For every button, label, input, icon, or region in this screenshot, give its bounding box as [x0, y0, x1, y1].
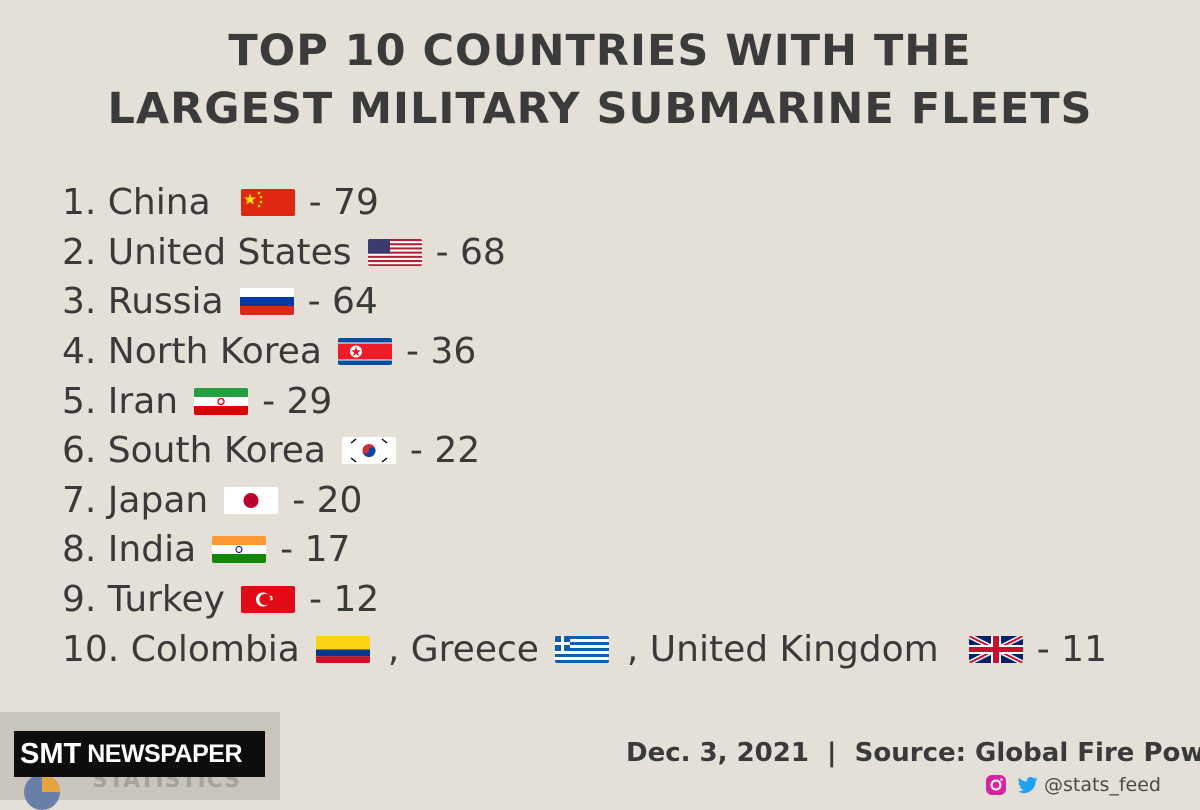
fleet-count: - 79: [308, 182, 379, 224]
turkey-flag-icon: [240, 586, 295, 614]
page-title: TOP 10 COUNTRIES WITH THE LARGEST MILITA…: [0, 22, 1200, 138]
country-label: 10. Colombia: [62, 628, 300, 670]
uk-flag-icon: [968, 635, 1023, 663]
country-label: 1. China: [62, 182, 211, 224]
iran-flag-icon: [194, 387, 249, 415]
country-label: 2. United States: [62, 231, 352, 273]
smt-newspaper-logo: SMT NEWSPAPER: [14, 731, 265, 777]
ranking-list: 1. China - 79 2. United States - 68 3. R…: [62, 178, 1107, 674]
country-label: 4. North Korea: [62, 331, 322, 373]
fleet-count: - 64: [307, 281, 378, 323]
brand-smt: SMT: [20, 737, 82, 770]
north-korea-flag-icon: [337, 338, 392, 366]
fleet-count: - 68: [435, 231, 506, 273]
instagram-icon: [986, 775, 1006, 795]
japan-flag-icon: [224, 486, 279, 514]
ranking-row: 2. United States - 68: [62, 228, 1107, 278]
ranking-row: 5. Iran - 29: [62, 376, 1107, 426]
fleet-count: - 22: [409, 430, 481, 472]
fleet-count: - 11: [1036, 628, 1107, 670]
ranking-row-tenth: 10. Colombia , Greece , United Kingdom -…: [62, 624, 1107, 674]
country-label: 6. South Korea: [62, 430, 326, 472]
country-label: , Greece: [387, 628, 539, 670]
fleet-count: - 17: [280, 529, 351, 571]
fleet-count: - 29: [262, 380, 333, 422]
china-flag-icon: [240, 189, 295, 217]
fleet-count: - 12: [308, 579, 380, 621]
ranking-row: 7. Japan - 20: [62, 476, 1107, 526]
fleet-count: - 20: [292, 479, 363, 521]
russia-flag-icon: [239, 288, 294, 316]
greece-flag-icon: [554, 635, 609, 663]
ranking-row: 4. North Korea - 36: [62, 327, 1107, 377]
country-label: 5. Iran: [62, 380, 179, 422]
country-label: 8. India: [62, 529, 197, 571]
colombia-flag-icon: [315, 635, 370, 663]
ranking-row: 3. Russia - 64: [62, 277, 1107, 327]
ranking-row: 1. China - 79: [62, 178, 1107, 228]
title-line-1: TOP 10 COUNTRIES WITH THE: [228, 26, 972, 76]
twitter-icon: [1017, 776, 1038, 794]
brand-newspaper: NEWSPAPER: [87, 739, 242, 768]
country-label: 7. Japan: [62, 479, 209, 521]
usa-flag-icon: [367, 238, 422, 266]
title-line-2: LARGEST MILITARY SUBMARINE FLEETS: [107, 84, 1093, 134]
country-label: 9. Turkey: [62, 579, 225, 621]
fleet-count: - 36: [405, 331, 477, 373]
date-source: Dec. 3, 2021 | Source: Global Fire Power: [626, 738, 1200, 768]
ranking-row: 6. South Korea - 22: [62, 426, 1107, 476]
india-flag-icon: [212, 536, 267, 564]
ranking-row: 9. Turkey - 12: [62, 575, 1107, 625]
handle-text: @stats_feed: [1044, 774, 1161, 796]
ranking-row: 8. India - 17: [62, 525, 1107, 575]
south-korea-flag-icon: [341, 437, 396, 465]
country-label: 3. Russia: [62, 281, 224, 323]
social-handle: @stats_feed: [984, 773, 1161, 797]
country-label: , United Kingdom: [626, 628, 939, 670]
